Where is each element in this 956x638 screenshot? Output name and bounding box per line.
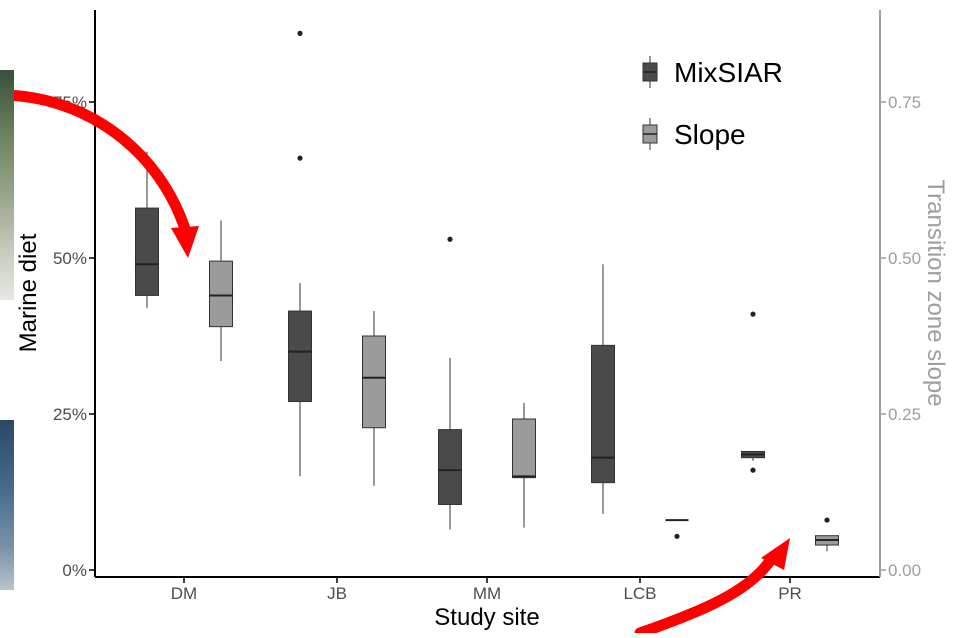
legend-label: MixSIAR bbox=[674, 57, 783, 88]
box-iqr bbox=[591, 344, 615, 484]
box-mixsiar-lcb bbox=[591, 264, 615, 514]
annotation-arrowhead-top bbox=[171, 226, 199, 258]
x-tick-label: LCB bbox=[623, 584, 656, 603]
right-y-axis-title: Transition zone slope bbox=[922, 179, 949, 406]
outlier-point bbox=[750, 311, 756, 317]
annotation-arrowhead-bottom bbox=[761, 538, 790, 570]
right-tick-label: 0.75 bbox=[888, 93, 921, 112]
outlier-point bbox=[674, 533, 680, 539]
x-tick-label: MM bbox=[473, 584, 501, 603]
legend-label: Slope bbox=[674, 119, 746, 150]
x-axis-ticks: DM JB MM LCB PR bbox=[171, 577, 802, 603]
legend-item-slope: Slope bbox=[642, 118, 746, 150]
outlier-point bbox=[297, 30, 303, 36]
background-photo-strip-bottom bbox=[0, 420, 14, 590]
annotation-arrow-top bbox=[0, 89, 192, 238]
right-tick-label: 0.25 bbox=[888, 405, 921, 424]
right-axis-ticks: 0.00 0.25 0.50 0.75 bbox=[880, 93, 921, 580]
box-iqr bbox=[135, 207, 159, 296]
x-axis-title: Study site bbox=[434, 604, 539, 631]
outlier-point bbox=[750, 467, 756, 473]
series-mixsiar bbox=[135, 30, 765, 530]
outlier-point bbox=[297, 155, 303, 161]
x-tick-label: PR bbox=[778, 584, 802, 603]
box-iqr bbox=[512, 418, 536, 479]
left-tick-label: 25% bbox=[53, 405, 87, 424]
background-photo-strip-top bbox=[0, 70, 14, 300]
box-slope-dm bbox=[209, 220, 233, 361]
outlier-point bbox=[824, 517, 830, 523]
box-plot-series bbox=[135, 30, 839, 552]
left-tick-label: 0% bbox=[62, 561, 87, 580]
box-slope-pr bbox=[815, 517, 839, 552]
box-slope-jb bbox=[362, 311, 386, 486]
series-slope bbox=[209, 220, 839, 552]
box-mixsiar-pr bbox=[741, 311, 765, 473]
left-tick-label: 50% bbox=[53, 249, 87, 268]
legend: MixSIAR Slope bbox=[642, 56, 783, 150]
right-tick-label: 0.00 bbox=[888, 561, 921, 580]
left-axis-ticks: 0%25%50%75% bbox=[53, 93, 95, 580]
box-iqr bbox=[288, 310, 312, 403]
legend-item-mixsiar: MixSIAR bbox=[642, 56, 783, 88]
annotation-arrow-bottom bbox=[634, 552, 778, 638]
outlier-point bbox=[447, 236, 453, 242]
box-iqr bbox=[209, 260, 233, 328]
x-tick-label: JB bbox=[327, 584, 347, 603]
box-iqr bbox=[362, 335, 386, 429]
box-mixsiar-jb bbox=[288, 30, 312, 477]
left-y-axis-title: Marine diet bbox=[15, 233, 42, 352]
box-iqr bbox=[438, 429, 462, 505]
box-slope-lcb bbox=[665, 519, 689, 539]
box-slope-mm bbox=[512, 402, 536, 528]
x-tick-label: DM bbox=[171, 584, 197, 603]
box-mixsiar-mm bbox=[438, 236, 462, 530]
right-tick-label: 0.50 bbox=[888, 249, 921, 268]
